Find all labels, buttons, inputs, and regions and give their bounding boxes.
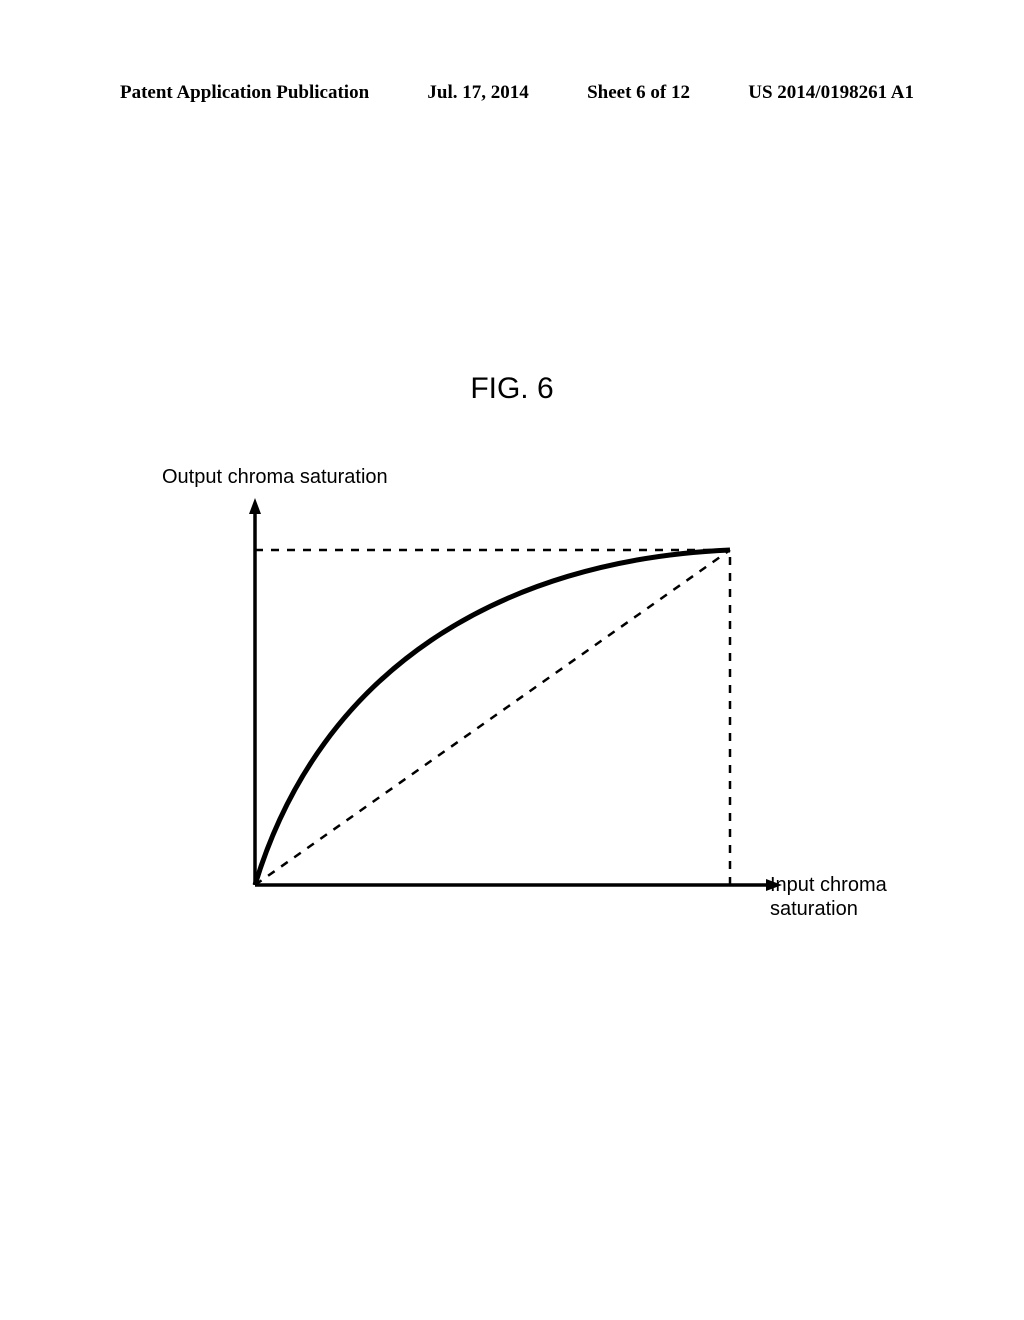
diagonal-dash-line	[255, 550, 730, 885]
sheet-info: Sheet 6 of 12	[587, 82, 690, 104]
publication-date: Jul. 17, 2014	[427, 82, 528, 104]
x-axis-label: Input chroma saturation	[770, 873, 887, 921]
x-axis-label-line2: saturation	[770, 898, 858, 920]
y-axis-label: Output chroma saturation	[162, 466, 388, 489]
y-axis-arrowhead	[249, 498, 261, 514]
publication-label: Patent Application Publication	[120, 82, 369, 104]
x-axis-label-line1: Input chroma	[770, 874, 887, 896]
figure-title: FIG. 6	[0, 372, 1024, 406]
patent-number: US 2014/0198261 A1	[748, 82, 914, 104]
page-header: Patent Application Publication Jul. 17, …	[0, 82, 1024, 104]
saturation-chart	[230, 490, 790, 910]
